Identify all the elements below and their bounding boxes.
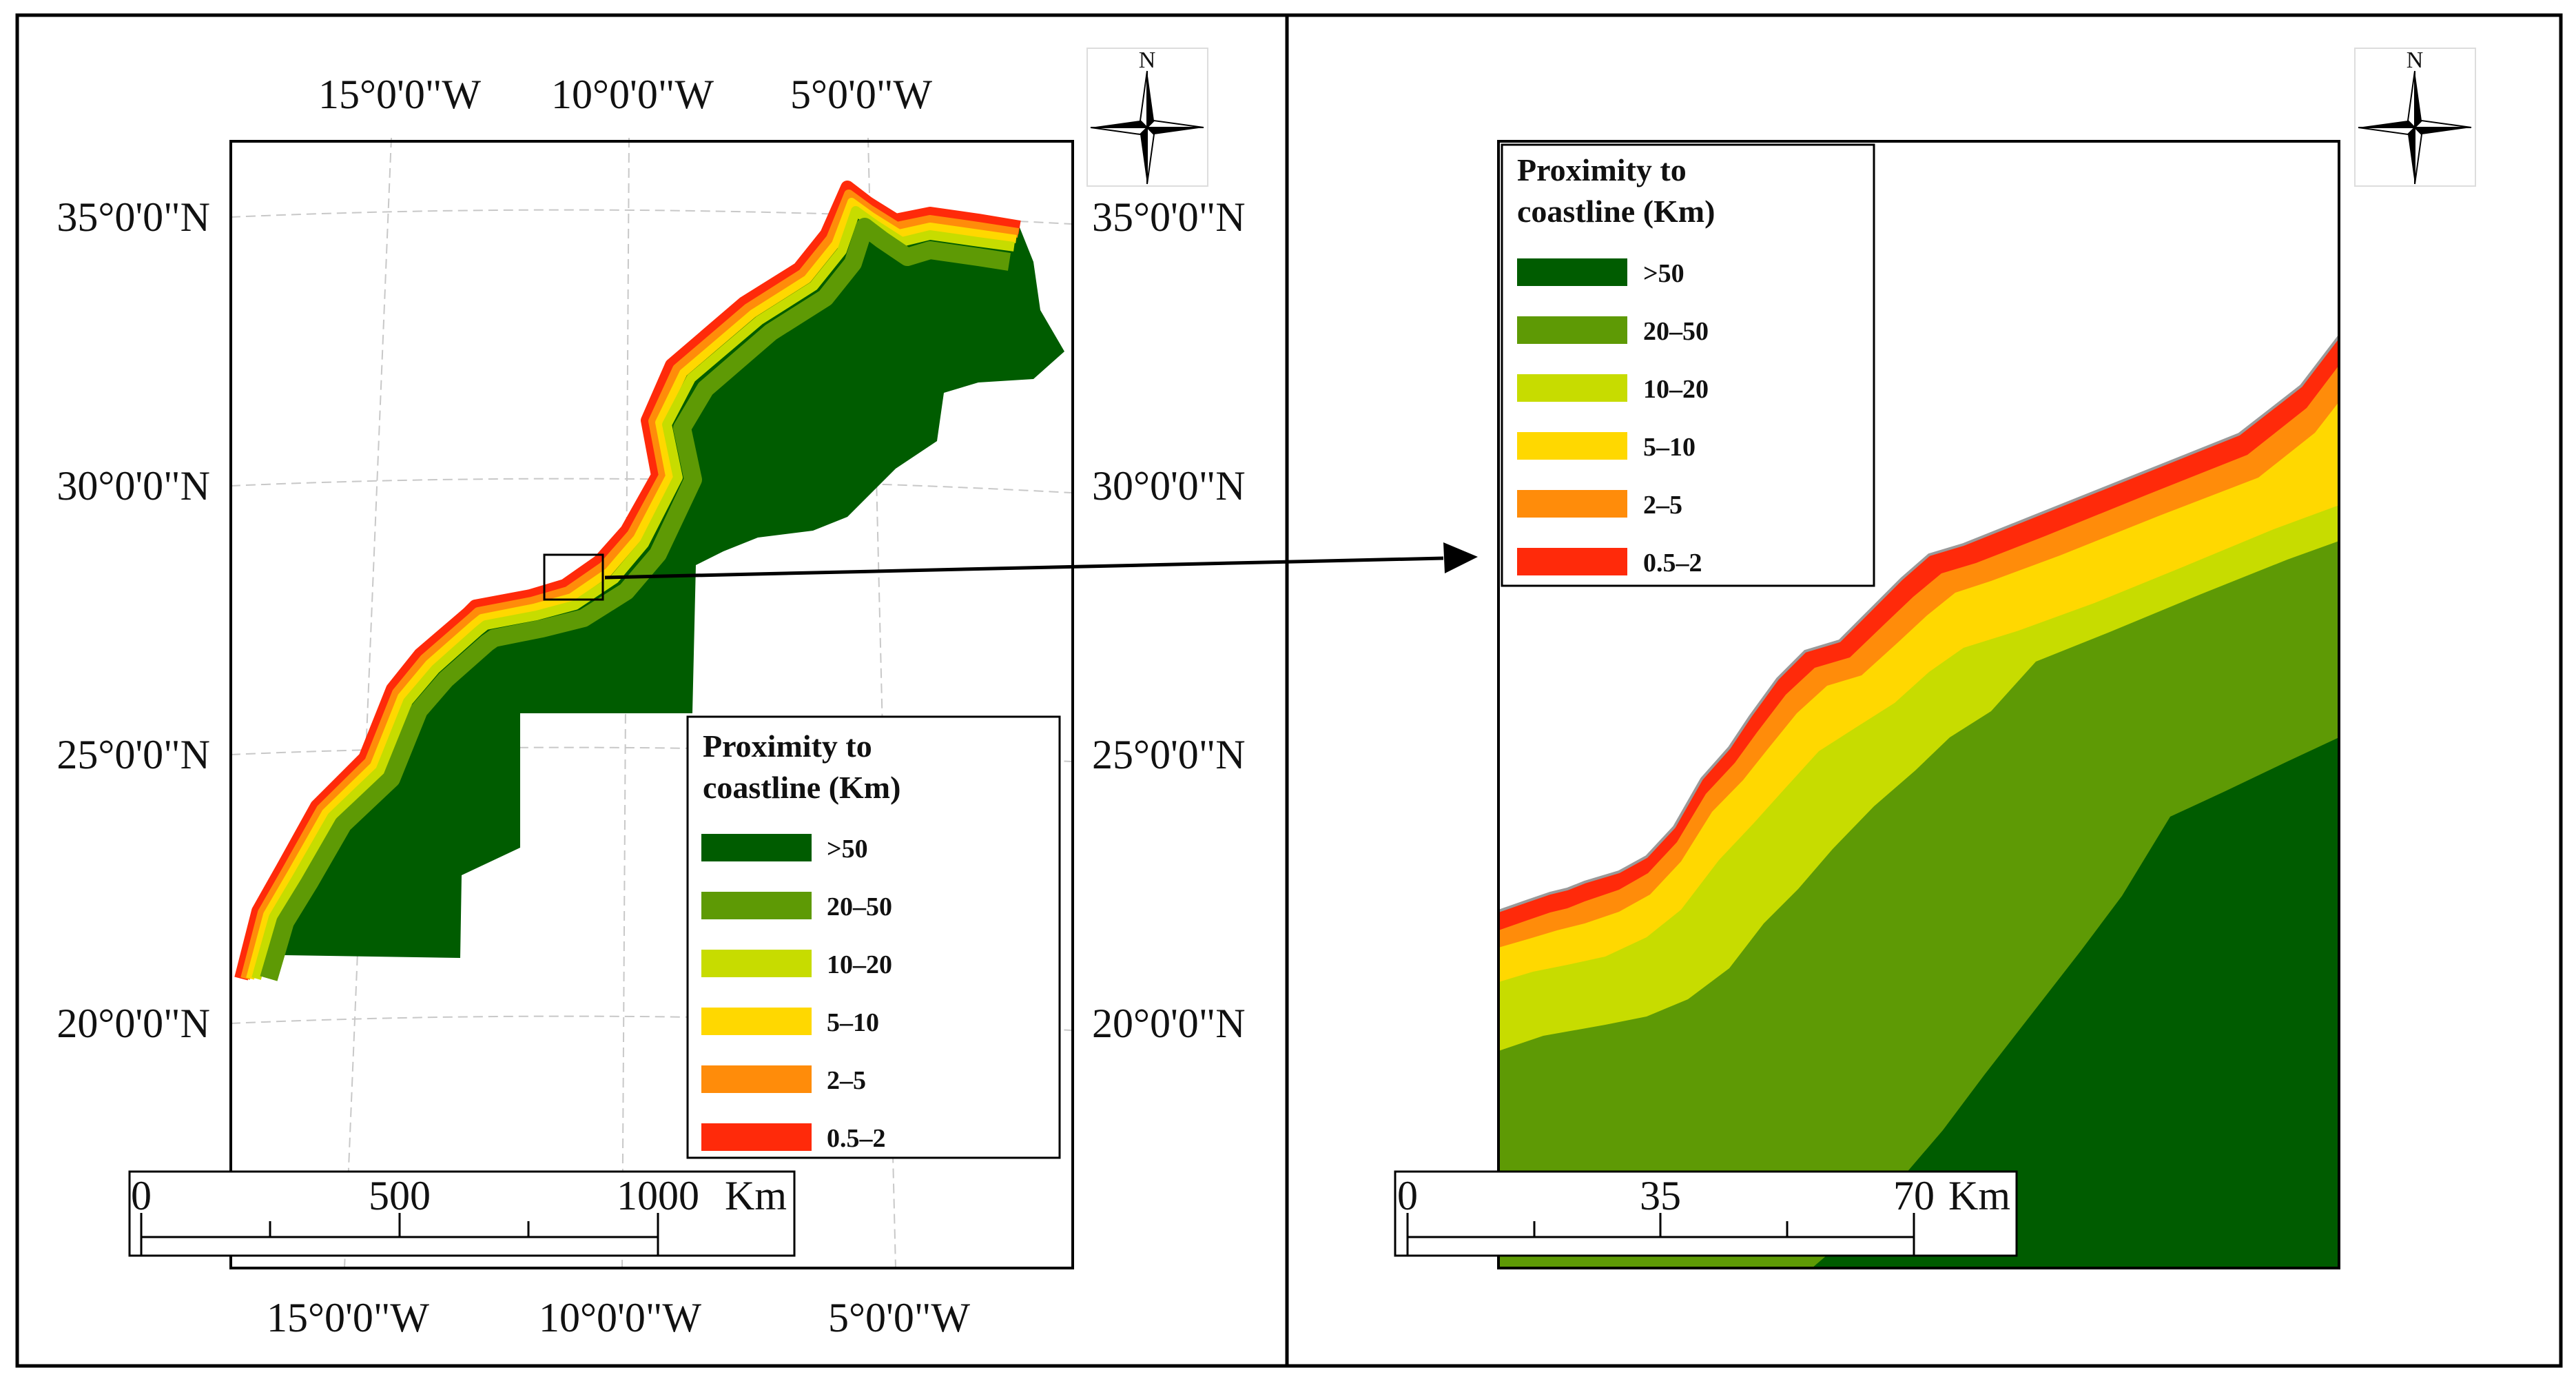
legend-label: 2–5 xyxy=(1643,491,1682,520)
zoom-connector xyxy=(604,542,1478,580)
left-panel: 15°0'0"W 10°0'0"W 5°0'0"W 15°0'0"W 10°0'… xyxy=(56,48,1246,1340)
legend-label: 0.5–2 xyxy=(827,1124,886,1153)
coast-band-2-5 xyxy=(240,190,1020,980)
legend-label: 10–20 xyxy=(827,950,892,979)
legend-swatch xyxy=(701,950,812,977)
lat-label-right-20n: 20°0'0"N xyxy=(1092,1001,1246,1046)
legend-label: 20–50 xyxy=(827,892,892,921)
lat-label-right-25n: 25°0'0"N xyxy=(1092,732,1246,777)
north-arrow-right: N xyxy=(2354,48,2476,187)
legend-label: 5–10 xyxy=(1643,433,1696,462)
lat-label-left-25n: 25°0'0"N xyxy=(56,732,210,777)
north-letter-left: N xyxy=(1139,48,1156,73)
lon-label-bottom-15w: 15°0'0"W xyxy=(267,1295,429,1340)
coastline xyxy=(1498,335,2339,912)
legend-swatch xyxy=(1517,432,1627,460)
legend-swatch xyxy=(1517,548,1627,575)
legend-label: >50 xyxy=(827,835,868,864)
scale-bar-left: 0 500 1000 Km xyxy=(128,1170,796,1257)
lat-label-left-35n: 35°0'0"N xyxy=(56,194,210,240)
legend-label: >50 xyxy=(1643,259,1684,288)
scale-left-label-0: 0 xyxy=(131,1173,152,1218)
legend-title-line1: Proximity to xyxy=(1517,152,1687,187)
north-letter-right: N xyxy=(2407,48,2424,73)
left-map-frame xyxy=(229,140,1074,1269)
legend-swatch xyxy=(701,1065,812,1093)
coast-band-20-50 xyxy=(260,218,1011,981)
scale-right-label-0: 0 xyxy=(1397,1173,1418,1218)
north-arrow-left: N xyxy=(1086,48,1208,187)
lat-label-left-20n: 20°0'0"N xyxy=(56,1001,210,1046)
legend-label: 5–10 xyxy=(827,1008,879,1037)
legend-label: 10–20 xyxy=(1643,375,1709,404)
lat-label-right-35n: 35°0'0"N xyxy=(1092,194,1246,240)
lat-label-right-30n: 30°0'0"N xyxy=(1092,463,1246,509)
lon-label-top-15w: 15°0'0"W xyxy=(318,72,481,117)
legend-swatch xyxy=(1517,316,1627,344)
scale-right-unit: Km xyxy=(1948,1173,2010,1218)
legend-swatch xyxy=(701,1123,812,1151)
legend-label: 0.5–2 xyxy=(1643,549,1702,578)
inset-extent-box xyxy=(543,553,604,601)
lon-label-bottom-5w: 5°0'0"W xyxy=(828,1295,970,1340)
arrow-head-icon xyxy=(1443,542,1478,573)
legend-swatch xyxy=(1517,258,1627,286)
proximity-map-overview xyxy=(234,181,1064,981)
lon-label-top-5w: 5°0'0"W xyxy=(790,72,932,117)
right-panel: Proximity to coastline (Km) >50 20–50 10–2… xyxy=(1394,48,2476,1269)
lon-label-bottom-10w: 10°0'0"W xyxy=(539,1295,701,1340)
land-zone-gt50 xyxy=(241,187,1064,979)
compass-rose-icon xyxy=(1090,70,1204,185)
legend-label: 20–50 xyxy=(1643,317,1709,346)
legend-swatch xyxy=(1517,374,1627,402)
proximity-map-zoom xyxy=(1498,335,2339,1268)
legend-left: Proximity to coastline (Km) >50 20–50 10–2… xyxy=(686,715,1061,1159)
scale-bar-left-box xyxy=(128,1170,796,1257)
scale-left-label-500: 500 xyxy=(369,1173,431,1218)
lon-label-top-10w: 10°0'0"W xyxy=(551,72,714,117)
legend-swatch xyxy=(1517,490,1627,518)
legend-swatch xyxy=(701,834,812,861)
connector-line xyxy=(604,556,1444,580)
compass-rose-icon xyxy=(2358,70,2472,185)
legend-title-line1: Proximity to xyxy=(703,728,872,764)
lat-label-left-30n: 30°0'0"N xyxy=(56,463,210,509)
legend-right: Proximity to coastline (Km) >50 20–50 10–2… xyxy=(1501,143,1875,587)
legend-title-line2: coastline (Km) xyxy=(1517,194,1715,229)
meridian-15w xyxy=(344,137,392,1269)
figure-frame xyxy=(15,13,2563,1368)
scale-right-label-35: 35 xyxy=(1640,1173,1681,1218)
scale-left-label-1000: 1000 xyxy=(617,1173,699,1218)
right-map-frame xyxy=(1497,140,2340,1269)
scale-right-label-70: 70 xyxy=(1893,1173,1935,1218)
legend-swatch xyxy=(701,1008,812,1035)
legend-label: 2–5 xyxy=(827,1066,866,1095)
zone-gt50 xyxy=(1812,737,2339,1268)
scale-left-unit: Km xyxy=(725,1173,787,1218)
legend-swatch xyxy=(701,892,812,919)
legend-title-line2: coastline (Km) xyxy=(703,770,900,805)
scale-bar-right: 0 35 70 Km xyxy=(1394,1170,2018,1257)
